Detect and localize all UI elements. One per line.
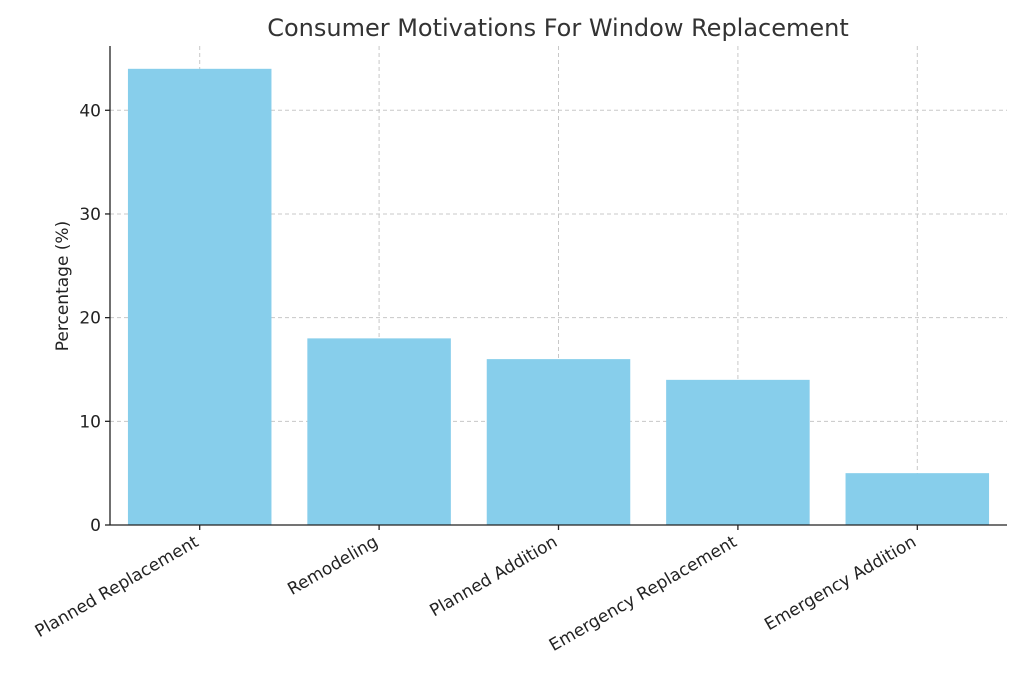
y-ticks: 0 10 20 30 40 [79, 101, 110, 536]
chart-title: Consumer Motivations For Window Replacem… [267, 14, 849, 42]
x-tick-label: Planned Addition [426, 532, 561, 621]
x-tick-label: Planned Replacement [32, 532, 203, 642]
bar [307, 338, 451, 525]
bar [486, 359, 631, 525]
x-tick-label: Emergency Replacement [546, 532, 741, 656]
x-tick-label: Remodeling [284, 532, 381, 600]
y-tick-label: 10 [79, 412, 101, 432]
bars [127, 68, 990, 526]
y-axis-label: Percentage (%) [53, 221, 73, 351]
y-tick-label: 20 [79, 309, 101, 329]
x-tick-label: Emergency Addition [761, 532, 920, 635]
bar [127, 68, 272, 526]
y-tick-label: 0 [90, 516, 101, 536]
x-ticks: Planned Replacement Remodeling Planned Add… [32, 525, 920, 656]
y-tick-label: 40 [79, 101, 101, 121]
y-tick-label: 30 [79, 205, 101, 225]
bar [845, 473, 990, 525]
bar [666, 379, 810, 525]
